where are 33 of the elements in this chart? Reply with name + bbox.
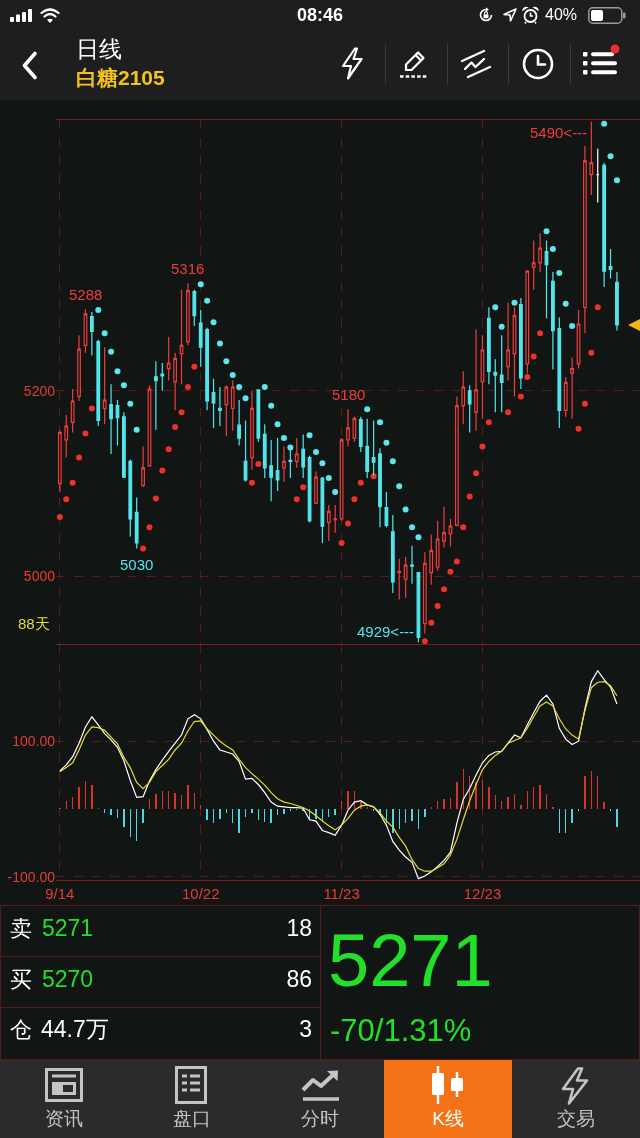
- text: 5271: [328, 919, 493, 1002]
- candlestick: [608, 248, 613, 280]
- text: 3: [299, 1016, 312, 1042]
- candlestick: [602, 162, 607, 288]
- point: [594, 304, 601, 311]
- point: [613, 177, 620, 184]
- candlestick: [615, 271, 619, 332]
- text: 44.7万: [41, 1016, 109, 1042]
- candlestick: [589, 121, 594, 196]
- point: [607, 153, 614, 160]
- text: 分时: [301, 1108, 339, 1129]
- text: K线: [432, 1108, 464, 1129]
- point: [588, 349, 595, 356]
- text: 盘口: [173, 1108, 211, 1129]
- text: 仓: [10, 1017, 32, 1042]
- y-tick-label: -100.00: [7, 868, 56, 885]
- point: [421, 638, 428, 644]
- text: 买: [10, 967, 32, 992]
- x-tick-label: 9/14: [45, 885, 75, 902]
- text: 卖: [10, 916, 32, 941]
- candlestick: [595, 148, 600, 204]
- text: 5270: [42, 966, 94, 992]
- text: 资讯: [45, 1108, 83, 1129]
- y-tick-label: 100.00: [12, 733, 56, 750]
- x-tick-label: 11/23: [323, 885, 360, 902]
- text: 18: [286, 915, 312, 941]
- text: 5271: [42, 915, 94, 941]
- x-tick-label: 12/23: [463, 885, 502, 902]
- text: 交易: [557, 1108, 595, 1129]
- x-tick-label: 10/22: [181, 885, 220, 902]
- point: [601, 120, 608, 127]
- text: 86: [286, 966, 312, 992]
- text: -70/1.31%: [330, 1013, 472, 1048]
